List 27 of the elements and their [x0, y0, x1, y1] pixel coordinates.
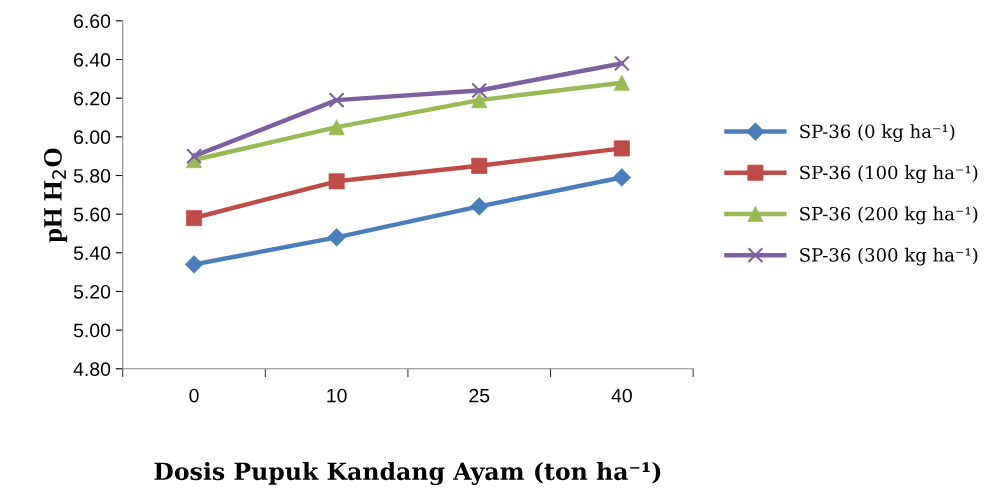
y-tick-label: 6.60	[74, 14, 111, 29]
legend-label: SP-36 (0 kg ha⁻¹)	[800, 124, 955, 142]
y-tick-label: 5.80	[73, 168, 111, 183]
y-tick-label: 6.40	[74, 53, 111, 67]
legend-label: SP-36 (200 kg ha⁻¹)	[800, 206, 978, 225]
x-tick-label: 0	[189, 388, 199, 403]
y-tick-label: 5.40	[73, 246, 111, 261]
point	[471, 92, 488, 109]
x-tick-label: 10	[327, 388, 347, 403]
x-tick-label: 40	[611, 388, 632, 403]
point	[186, 148, 203, 165]
y-tick-label: 6.20	[74, 91, 111, 106]
y-tick-label: 6.00	[74, 130, 111, 145]
point	[471, 82, 488, 99]
y-tick-label: 5.60	[73, 207, 111, 222]
point	[613, 55, 630, 72]
y-tick-label: 5.00	[73, 323, 111, 338]
point	[328, 92, 345, 109]
point	[612, 168, 632, 187]
point	[328, 119, 345, 136]
x-tick-label: 25	[469, 388, 490, 403]
y-tick-label: 4.80	[73, 362, 111, 377]
legend-label: SP-36 (300 kg ha⁻¹)	[800, 247, 978, 266]
y-tick-label: 5.20	[73, 284, 111, 299]
legend-label: SP-36 (100 kg ha⁻¹)	[800, 165, 978, 184]
y-axis-title: pH H$_{2}$O	[44, 148, 68, 243]
x-axis-title: Dosis Pupuk Kandang Ayam (ton ha⁻¹)	[154, 461, 661, 486]
